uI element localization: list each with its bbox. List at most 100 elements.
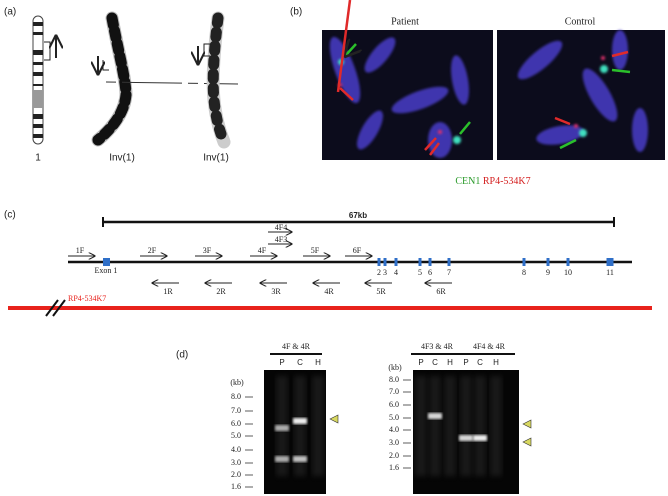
ideogram-bands: [33, 22, 43, 138]
ladder-label: 3.0: [389, 438, 399, 447]
primer-label: 4F4: [275, 223, 287, 232]
lane-label: C: [477, 358, 483, 367]
lane-smear: [460, 376, 472, 476]
primer-label: 3F: [203, 246, 212, 255]
ladder-label: 8.0: [231, 392, 241, 401]
lane-label: P: [418, 358, 423, 367]
gel-title: 4F3 & 4R: [421, 342, 454, 351]
gel-title: 4F & 4R: [282, 342, 311, 351]
exon-label: Exon 1: [95, 266, 118, 275]
lane-label: P: [279, 358, 284, 367]
exon-label: 9: [546, 268, 550, 277]
primer-label: 5R: [376, 287, 386, 296]
panel-label: (b): [290, 7, 302, 18]
exon-label: 5: [418, 268, 422, 277]
primer-label: 1F: [76, 246, 85, 255]
exon: [546, 258, 550, 266]
ladder-label: 5.0: [389, 413, 399, 422]
exon: [447, 258, 451, 266]
gel-title: 4F4 & 4R: [473, 342, 506, 351]
ladder-label: 2.0: [389, 451, 399, 460]
gel-band: [428, 413, 442, 419]
image-label: Inv(1): [203, 153, 229, 164]
ladder-label: 7.0: [389, 387, 399, 396]
ladder-label: 4.0: [389, 425, 399, 434]
primer-label: 6R: [436, 287, 446, 296]
primer-label: 2R: [216, 287, 226, 296]
ladder-label: 8.0: [389, 375, 399, 384]
panel-b: (b) Patient Control: [290, 0, 665, 187]
panel-label: (d): [176, 350, 188, 361]
lane-label: H: [315, 358, 321, 367]
lane-label: C: [432, 358, 438, 367]
gel-band: [275, 425, 289, 431]
ladder-label: 5.0: [231, 431, 241, 440]
exon-label: 3: [383, 268, 387, 277]
span-label: 67kb: [349, 211, 367, 220]
lane-label: H: [447, 358, 453, 367]
panel-a: (a) 1 Inv(1) Inv(1): [4, 7, 239, 164]
lane-label: C: [297, 358, 303, 367]
ideogram-label: 1: [35, 153, 41, 164]
panel-label: (a): [4, 7, 16, 18]
lane-label: H: [493, 358, 499, 367]
lane-smear: [294, 376, 306, 476]
exon-label: 7: [447, 268, 451, 277]
lane-smear: [490, 376, 502, 476]
ladder-label: 1.6: [231, 482, 241, 491]
gel-band: [275, 456, 289, 462]
primer-label: 3R: [271, 287, 281, 296]
exon: [428, 258, 432, 266]
exon: [394, 258, 398, 266]
lane-smear: [429, 376, 441, 476]
primer-label: 5F: [311, 246, 320, 255]
ladder-label: 3.0: [231, 458, 241, 467]
lane-label: P: [463, 358, 468, 367]
exon-label: 8: [522, 268, 526, 277]
lane-smear: [312, 376, 324, 476]
exon: [377, 258, 381, 266]
ladder-label: 1.6: [389, 463, 399, 472]
primer-label: 4R: [324, 287, 334, 296]
exon-label: 10: [564, 268, 572, 277]
exon: [606, 258, 614, 266]
gel-band: [293, 418, 307, 424]
primer-label: 4F3: [275, 235, 287, 244]
exon-label: 6: [428, 268, 432, 277]
primer-label: 6F: [353, 246, 362, 255]
band-marker: [522, 437, 532, 447]
unit-label: (kb): [388, 363, 402, 372]
image-label: Inv(1): [109, 153, 135, 164]
legend-entry: CEN1: [455, 176, 480, 187]
primer-label: 4F: [258, 246, 267, 255]
gel-band: [473, 435, 487, 441]
panel-label: (c): [4, 210, 16, 221]
ladder-label: 6.0: [389, 400, 399, 409]
primer-label: 2F: [148, 246, 157, 255]
clone-label: RP4-534K7: [68, 294, 106, 303]
unit-label: (kb): [230, 378, 244, 387]
primer-label: 1R: [163, 287, 173, 296]
exon: [566, 258, 570, 266]
band-marker: [329, 414, 339, 424]
band-marker: [522, 419, 532, 429]
gel-band: [459, 435, 473, 441]
exon: [522, 258, 526, 266]
ladder-label: 6.0: [231, 419, 241, 428]
lane-smear: [444, 376, 456, 476]
ideogram: [32, 15, 44, 145]
legend: CEN1 RP4-534K7: [455, 176, 530, 187]
panel-c: (c) 67kb Exon 1 RP4-534K7 1F 2F 3F 4F 5F 6F 4F…: [4, 210, 652, 317]
panel-d: (d) P C H4F & 4R(kb)8.07.06.05.04.03.02.01…: [176, 342, 532, 494]
ladder-label: 7.0: [231, 406, 241, 415]
ladder-label: 4.0: [231, 445, 241, 454]
lane-smear: [415, 376, 427, 476]
exon: [383, 258, 387, 266]
legend-entry: RP4-534K7: [483, 176, 531, 187]
exon-label: 2: [377, 268, 381, 277]
exon: [418, 258, 422, 266]
exon-label: 11: [606, 268, 614, 277]
column-label: Control: [565, 16, 596, 27]
lane-smear: [474, 376, 486, 476]
